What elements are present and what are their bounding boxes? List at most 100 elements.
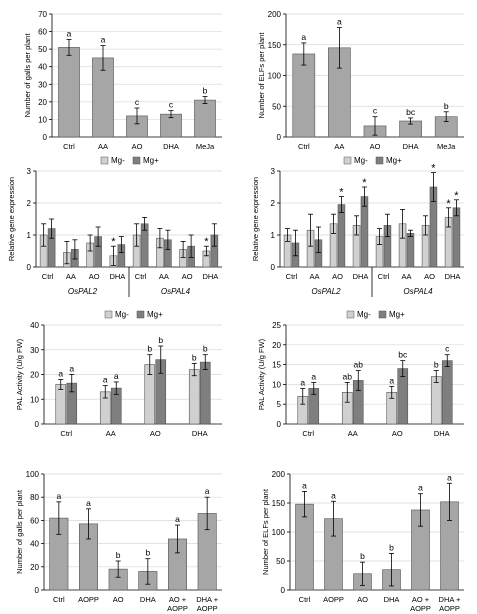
y-tick-label: 15 <box>272 361 281 370</box>
y-tick-label: 2 <box>27 199 32 208</box>
significance-star: * <box>339 187 344 199</box>
bar <box>199 361 211 425</box>
y-tick-label: 70 <box>38 10 47 19</box>
y-tick-label: 20 <box>30 563 39 572</box>
chart-panel-3: 0 1 2 3 Relative gene expression Ctrl AA AO * DHA… <box>7 156 222 297</box>
x-tick-label: AO <box>357 595 368 604</box>
significance-letter: a <box>58 368 63 378</box>
y-tick-label: 20 <box>30 371 39 380</box>
chart-panel-1: 0 10 20 30 40 50 60 70 Number of galls per plant… <box>23 10 222 151</box>
significance-star: * <box>446 198 451 210</box>
y-tick-label: 60 <box>38 28 47 37</box>
group-label: OsPAL4 <box>403 287 433 296</box>
y-tick-label: 150 <box>272 499 286 508</box>
x-tick-label: DHA <box>353 272 369 281</box>
y-tick-label: 0 <box>271 263 276 272</box>
x-tick-label: DHA <box>384 595 400 604</box>
significance-letter: a <box>311 371 316 381</box>
significance-letter: c <box>169 100 174 110</box>
x-tick-label: DHA <box>109 272 125 281</box>
y-axis-label: PAL Activity (U/g FW) <box>15 338 24 410</box>
y-axis-label: Number of ELFs per plant <box>257 32 266 119</box>
legend-label: Mg+ <box>143 156 159 165</box>
x-tick-label: AO + <box>169 595 187 604</box>
y-tick-label: 20 <box>38 98 47 107</box>
x-tick-label: AO + <box>412 595 430 604</box>
y-tick-label: 3 <box>271 167 276 176</box>
significance-star: * <box>111 236 116 248</box>
significance-letter: a <box>103 375 108 385</box>
y-tick-label: 100 <box>26 470 40 479</box>
y-tick-label: 100 <box>272 528 286 537</box>
legend-label: Mg+ <box>147 310 163 319</box>
y-tick-label: 1 <box>271 231 276 240</box>
x-tick-label: DHA <box>434 429 450 438</box>
x-tick-label: AA <box>106 429 116 438</box>
significance-letter: a <box>67 28 72 38</box>
bar <box>337 204 346 268</box>
significance-letter: a <box>175 514 180 524</box>
significance-letter: a <box>302 480 307 490</box>
y-tick-label: 30 <box>30 346 39 355</box>
y-axis-label: Number of galls per plant <box>23 33 32 118</box>
y-tick-label: 1 <box>27 231 32 240</box>
x-tick-label: DHA <box>192 429 208 438</box>
significance-letter: b <box>444 101 449 111</box>
significance-letter: a <box>56 491 61 501</box>
bar <box>292 53 316 138</box>
x-tick-label: AOPP <box>410 604 431 613</box>
legend-label: Mg+ <box>386 156 402 165</box>
y-tick-label: 150 <box>268 41 282 50</box>
y-tick-label: 0 <box>281 586 286 595</box>
x-tick-label: Ctrl <box>299 595 311 604</box>
x-tick-label: DHA + <box>196 595 219 604</box>
significance-letter: a <box>301 32 306 42</box>
x-tick-label: Ctrl <box>60 429 72 438</box>
x-tick-label: AO <box>332 272 343 281</box>
y-tick-label: 50 <box>276 557 285 566</box>
x-tick-label: AA <box>66 272 76 281</box>
legend-swatch <box>100 156 109 165</box>
significance-star: * <box>431 163 436 175</box>
y-axis-label: Relative gene expression <box>251 177 260 261</box>
x-tick-label: AOPP <box>323 595 344 604</box>
bar <box>441 360 453 425</box>
y-tick-label: 10 <box>272 380 281 389</box>
significance-letter: b <box>192 352 197 362</box>
x-tick-label: Ctrl <box>302 429 314 438</box>
bar <box>430 376 442 425</box>
y-axis-label: Relative gene expression <box>7 177 16 261</box>
y-tick-label: 0 <box>277 133 282 142</box>
group-label: OsPAL2 <box>311 287 341 296</box>
bar <box>194 99 216 138</box>
significance-letter: b <box>158 335 163 345</box>
significance-star: * <box>362 177 367 189</box>
legend-swatch <box>346 310 355 319</box>
y-tick-label: 10 <box>30 395 39 404</box>
significance-letter: bc <box>398 350 408 360</box>
y-tick-label: 50 <box>272 102 281 111</box>
y-tick-label: 100 <box>268 72 282 81</box>
x-tick-label: Ctrl <box>378 272 390 281</box>
x-tick-label: AA <box>348 429 358 438</box>
y-tick-label: 40 <box>38 63 47 72</box>
x-tick-label: Ctrl <box>298 142 310 151</box>
significance-letter: a <box>447 472 452 482</box>
y-tick-label: 80 <box>30 493 39 502</box>
y-tick-label: 0 <box>35 420 40 429</box>
y-tick-label: 3 <box>27 167 32 176</box>
x-tick-label: AOPP <box>167 604 188 613</box>
y-tick-label: 200 <box>272 470 286 479</box>
bar <box>58 47 80 138</box>
significance-letter: ab <box>343 371 353 381</box>
x-tick-label: AA <box>309 272 319 281</box>
y-tick-label: 0 <box>27 263 32 272</box>
significance-letter: c <box>373 106 378 116</box>
significance-star: * <box>454 190 459 202</box>
x-tick-label: DHA <box>140 595 156 604</box>
legend-swatch <box>132 156 141 165</box>
legend-label: Mg+ <box>389 310 405 319</box>
x-tick-label: AO <box>424 272 435 281</box>
